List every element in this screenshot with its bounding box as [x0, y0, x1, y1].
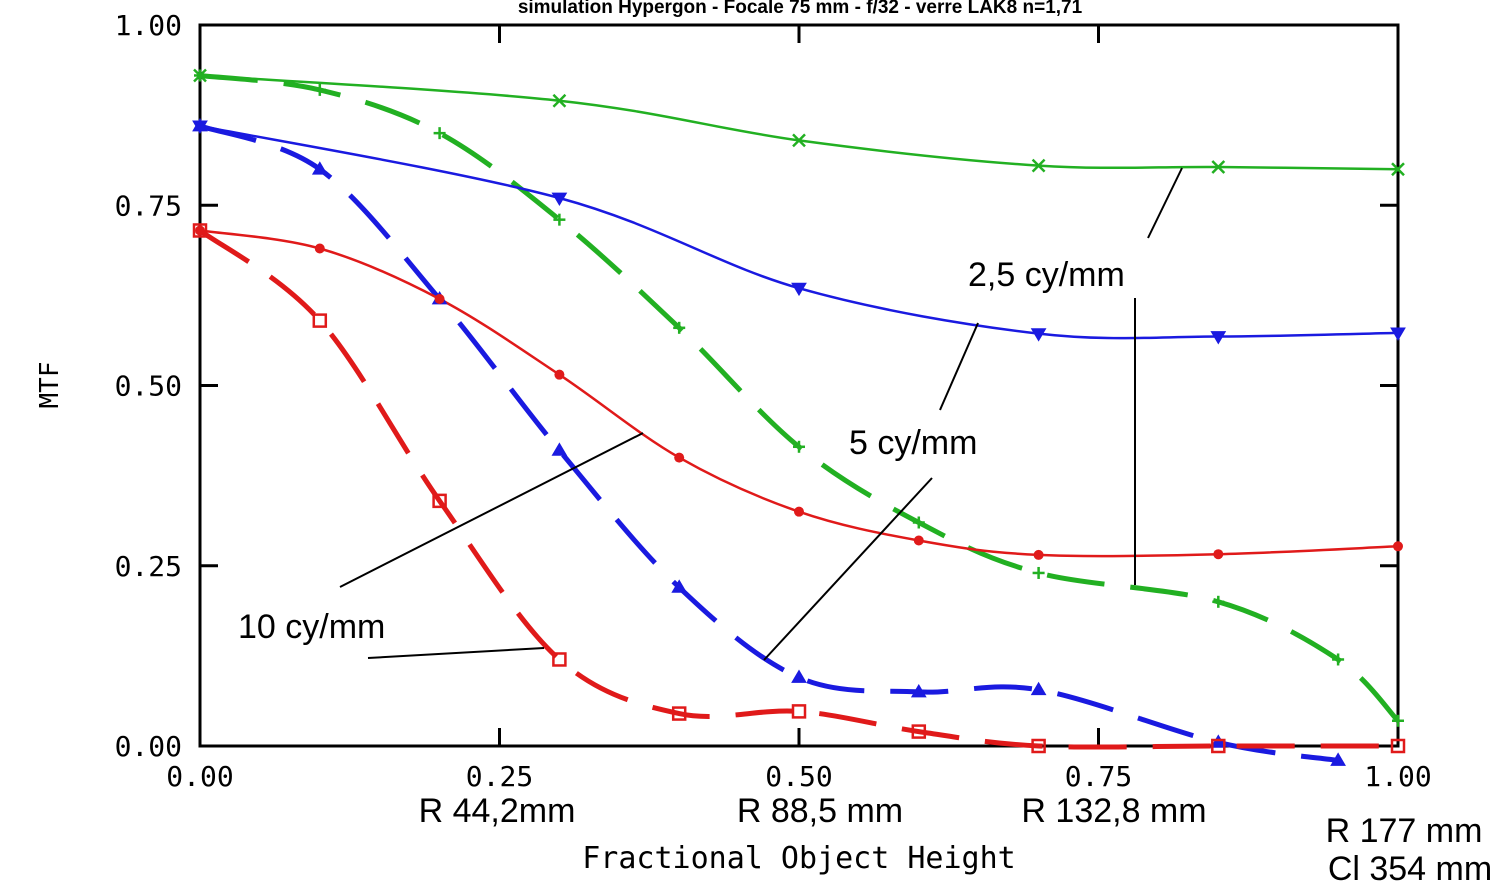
svg-text:10 cy/mm: 10 cy/mm	[238, 608, 385, 646]
series-1-point-9	[1332, 653, 1345, 666]
annotation-10: 10 cy/mm	[238, 432, 644, 659]
x-tick-label-1: 0.25	[466, 760, 533, 793]
series-1-point-1	[313, 83, 326, 96]
series-0-point-1	[552, 93, 567, 108]
series-line-4	[199, 229, 1399, 558]
x-tick-label-2: 0.50	[765, 760, 832, 793]
series-0-point-4	[1211, 160, 1226, 174]
series-1-point-4	[673, 321, 686, 334]
series-3-point-6	[910, 683, 927, 698]
series-4-point-0	[195, 225, 205, 236]
series-0-point-2	[792, 133, 806, 148]
svg-text:2,5 cy/mm: 2,5 cy/mm	[968, 256, 1125, 294]
series-line-1	[199, 73, 1400, 723]
series-4-point-2	[434, 293, 445, 304]
series-4-point-6	[913, 535, 924, 546]
series-3-point-7	[1030, 681, 1047, 696]
series-5-point-1	[312, 313, 328, 328]
series-4-point-3	[554, 369, 565, 380]
series-4-point-5	[794, 506, 804, 517]
marker-layer	[192, 68, 1406, 766]
series-2-point-5	[1390, 327, 1406, 341]
chart-title: simulation Hypergon - Focale 75 mm - f/3…	[518, 0, 1083, 18]
series-line-3	[199, 123, 1339, 763]
series-1-point-5	[793, 440, 805, 453]
series-3-point-1	[311, 161, 328, 175]
series-1-point-6	[912, 516, 925, 529]
axis-ticks: 0.00 0.25 0.50 0.75 1.00 0.00 0.25 0.50 0.75 1.00	[115, 9, 1432, 793]
svg-text:5 cy/mm: 5 cy/mm	[849, 424, 977, 462]
x-tick-label-3: 0.75	[1065, 760, 1132, 793]
series-5-point-4	[671, 706, 687, 721]
series-3-point-4	[671, 579, 688, 593]
series-1-point-7	[1032, 566, 1045, 579]
series-4-point-8	[1213, 549, 1224, 560]
radius-label-4: Cl 354 mm	[1328, 850, 1492, 887]
series-3-point-8	[1210, 734, 1227, 748]
series-5-point-2	[432, 493, 447, 509]
x-axis-label: Fractional Object Height	[582, 841, 1015, 876]
series-5-point-9	[1390, 738, 1406, 754]
series-3-point-3	[551, 442, 568, 456]
series-3-point-5	[791, 669, 807, 683]
series-2-point-1	[551, 192, 568, 207]
series-3-point-9	[1330, 752, 1346, 766]
series-1-point-8	[1212, 595, 1225, 608]
series-2-point-4	[1210, 331, 1227, 345]
radius-label-2: R 132,8 mm	[1021, 792, 1206, 830]
radius-label-0: R 44,2mm	[419, 792, 576, 830]
x-tick-label-4: 1.00	[1364, 760, 1431, 793]
y-tick-label-3: 0.75	[115, 189, 182, 222]
series-4-point-4	[674, 452, 685, 463]
y-tick-label-0: 0.00	[115, 730, 182, 763]
series-0-point-5	[1391, 162, 1405, 177]
annotation-5: 5 cy/mm	[763, 322, 979, 661]
series-1-point-2	[433, 127, 446, 140]
series-3-point-0	[192, 117, 208, 132]
y-tick-label-4: 1.00	[115, 9, 182, 42]
x-tick-label-0: 0.00	[166, 760, 233, 793]
y-tick-label-1: 0.25	[115, 550, 182, 583]
annotation-2-5: 2,5 cy/mm	[968, 167, 1183, 585]
series-4-point-1	[314, 243, 325, 254]
series-2-point-3	[1030, 328, 1047, 342]
series-5-point-7	[1031, 738, 1046, 754]
series-5-point-3	[552, 652, 567, 667]
series-1-point-0	[194, 69, 206, 82]
series-5-point-0	[192, 223, 208, 238]
radius-label-3: R 177 mm	[1326, 812, 1483, 850]
radius-label-1: R 88,5 mm	[737, 792, 903, 830]
series-1-point-10	[1392, 714, 1404, 727]
series-2-point-2	[791, 282, 807, 297]
y-axis-label: MTF	[35, 362, 65, 409]
series-5-point-6	[911, 724, 927, 739]
series-4-point-9	[1393, 541, 1403, 552]
series-5-point-5	[791, 704, 807, 719]
series-0-point-3	[1031, 158, 1046, 173]
series-1-point-3	[553, 213, 566, 226]
series-5-point-8	[1211, 738, 1226, 754]
series-line-0	[199, 74, 1399, 171]
series-line-2	[199, 124, 1399, 340]
y-tick-label-2: 0.50	[115, 370, 182, 403]
series-4-point-7	[1033, 549, 1044, 560]
